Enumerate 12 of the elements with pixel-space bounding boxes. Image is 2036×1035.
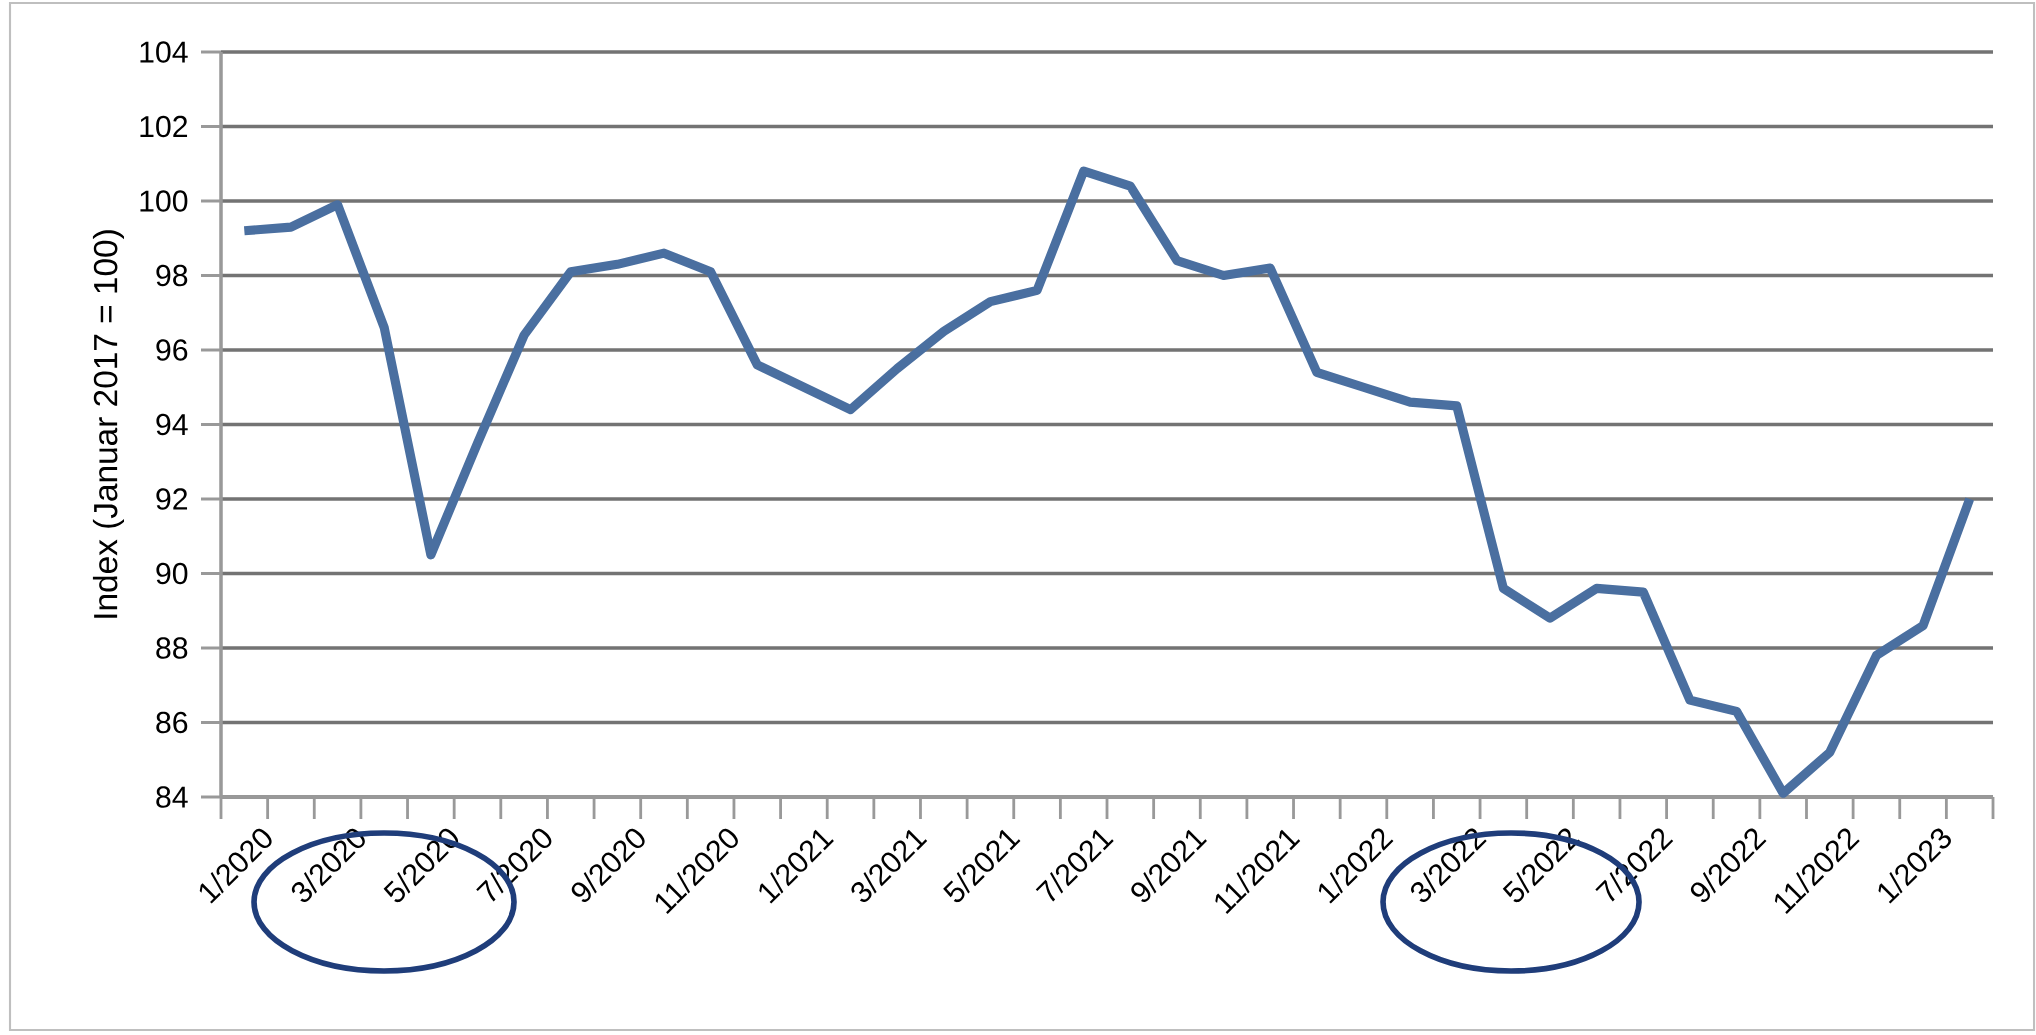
y-tick-label: 84 xyxy=(156,786,188,808)
y-tick-label: 90 xyxy=(156,562,188,585)
y-tick-label: 100 xyxy=(140,190,188,212)
y-tick-label: 86 xyxy=(156,711,188,734)
y-tick-label: 102 xyxy=(140,115,188,138)
y-tick-label: 88 xyxy=(156,637,188,659)
y-tick-label: 92 xyxy=(156,488,188,510)
y-tick-label: 104 xyxy=(140,41,188,63)
y-tick-label: 94 xyxy=(156,413,188,436)
y-tick-label: 98 xyxy=(156,264,188,287)
y-tick-label: 96 xyxy=(156,339,188,361)
y-axis-title: Index (Januar 2017 = 100) xyxy=(92,230,124,618)
